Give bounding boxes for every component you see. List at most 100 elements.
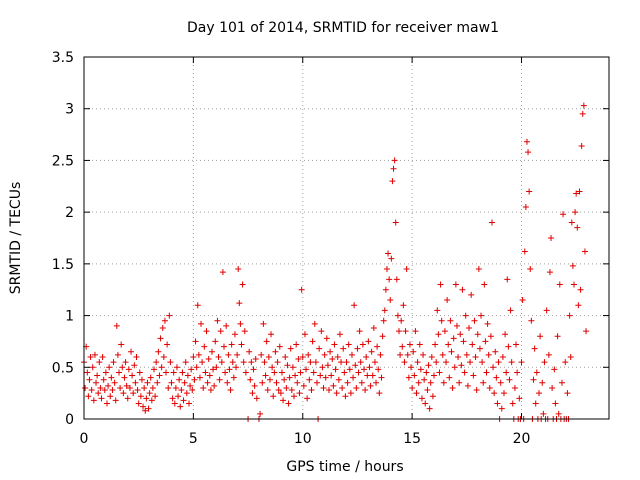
data-point (278, 369, 285, 376)
y-tick-label: 1.5 (52, 257, 74, 273)
data-point (249, 390, 256, 397)
data-point (271, 369, 278, 376)
data-point (578, 142, 585, 149)
data-point (354, 345, 361, 352)
data-point (347, 390, 354, 397)
data-point (159, 324, 166, 331)
data-point (168, 379, 175, 386)
data-point (371, 359, 378, 366)
data-point (231, 331, 238, 338)
data-point (317, 372, 324, 379)
data-point (266, 376, 273, 383)
data-point (504, 276, 511, 283)
data-point (406, 341, 413, 348)
plot-frame (83, 56, 610, 420)
data-point (152, 393, 159, 400)
data-point (121, 374, 128, 381)
data-point (275, 387, 282, 394)
data-point (370, 324, 377, 331)
data-point (459, 286, 466, 293)
data-point (467, 359, 474, 366)
data-point (258, 351, 265, 358)
data-point (203, 328, 210, 335)
data-point (444, 297, 451, 304)
data-point (176, 376, 183, 383)
data-point (253, 395, 260, 402)
data-point (468, 291, 475, 298)
x-tick-label: 10 (294, 431, 312, 447)
data-point (361, 366, 367, 373)
data-point (103, 400, 110, 407)
data-point (207, 387, 214, 394)
data-point (389, 178, 396, 185)
data-point (431, 372, 437, 379)
data-point (537, 333, 544, 340)
data-point (158, 364, 165, 371)
data-point (526, 188, 533, 195)
data-point (564, 390, 571, 397)
data-point (342, 393, 349, 400)
data-point (242, 369, 249, 376)
y-tick-label: 3.5 (52, 50, 74, 66)
data-point (420, 351, 427, 358)
data-point (353, 384, 360, 391)
data-point (461, 369, 468, 376)
data-point (211, 382, 218, 389)
data-point (448, 348, 455, 355)
data-point (114, 351, 121, 358)
data-point (204, 379, 211, 386)
data-point (509, 400, 516, 407)
data-point (116, 369, 122, 376)
data-point (318, 328, 325, 335)
data-point (319, 364, 326, 371)
data-point (182, 359, 189, 366)
data-point (184, 372, 191, 379)
data-point (308, 387, 315, 394)
data-point (225, 351, 232, 358)
data-point (552, 400, 559, 407)
data-point (179, 369, 186, 376)
x-tick-label: 15 (403, 431, 421, 447)
data-point (336, 331, 343, 338)
data-point (521, 248, 528, 255)
data-point (350, 374, 357, 381)
data-point (202, 369, 209, 376)
data-point (286, 374, 293, 381)
data-point (164, 341, 171, 348)
data-point (265, 353, 272, 360)
y-tick-label: 2.5 (52, 153, 74, 169)
data-point (425, 362, 432, 369)
data-point (396, 328, 402, 335)
x-axis-label: GPS time / hours (286, 459, 403, 475)
data-point (533, 369, 540, 376)
data-point (503, 369, 510, 376)
data-point (123, 382, 130, 389)
data-point (326, 387, 332, 394)
chart-title: Day 101 of 2014, SRMTID for receiver maw… (187, 20, 499, 36)
data-point (483, 369, 490, 376)
data-point (525, 149, 532, 156)
data-point (575, 302, 582, 309)
data-point (105, 382, 112, 389)
data-point (161, 317, 168, 324)
data-point (408, 364, 415, 371)
data-point (149, 384, 156, 391)
data-point (556, 281, 563, 288)
data-point (234, 351, 241, 358)
data-point (248, 359, 255, 366)
data-point (124, 395, 131, 402)
data-point (558, 379, 565, 386)
data-point (497, 379, 504, 386)
data-point (128, 348, 135, 355)
data-point (273, 379, 280, 386)
data-point (487, 333, 494, 340)
data-point (545, 351, 552, 358)
data-point (443, 359, 450, 366)
data-point (262, 372, 269, 379)
data-point (102, 369, 109, 376)
data-point (264, 387, 271, 394)
data-point (224, 379, 231, 386)
data-point (523, 138, 530, 145)
data-point (356, 328, 363, 335)
data-point (223, 322, 230, 329)
